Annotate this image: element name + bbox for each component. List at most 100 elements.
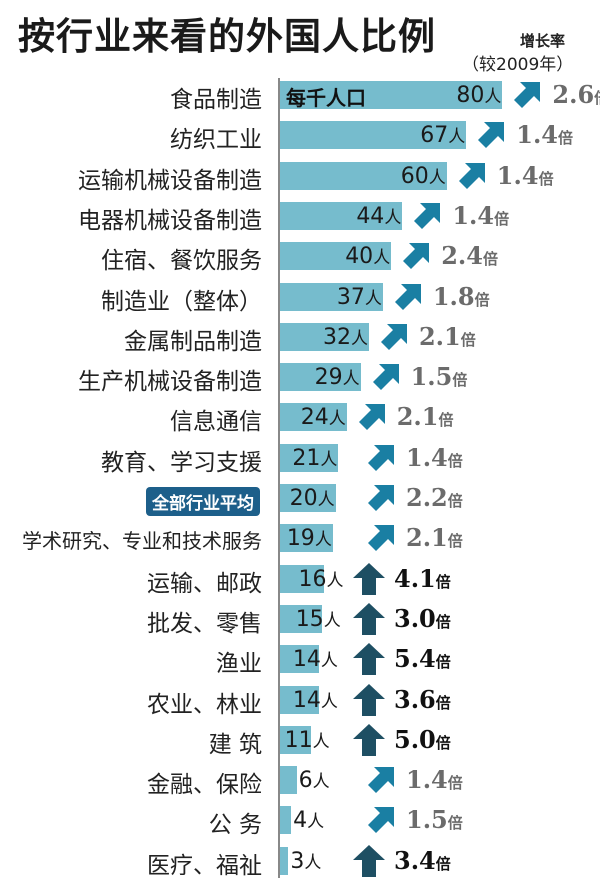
chart-row: 金属制品制造 32人 2.1倍 [0, 318, 600, 358]
growth-rate: 3.4倍 [394, 846, 451, 875]
value-unit: 人 [312, 772, 330, 793]
arrow-up-right-icon [364, 521, 398, 555]
chart-row: 批发、零售 15人 3.0倍 [0, 600, 600, 640]
bar-value: 60人 [401, 163, 446, 189]
bar [280, 604, 322, 633]
bar [280, 161, 447, 190]
category-label: 农业、林业 [147, 691, 262, 718]
bar-value: 21人 [292, 445, 337, 471]
value-unit: 人 [328, 409, 346, 430]
bar [280, 806, 292, 835]
growth-number: 2.1 [406, 523, 448, 553]
growth-rate: 1.4倍 [406, 765, 463, 794]
bar-value: 4人 [293, 807, 324, 833]
chart-row: 运输机械设备制造 60人 1.4倍 [0, 157, 600, 197]
value-number: 32 [322, 324, 351, 350]
value-number: 40 [345, 244, 374, 270]
bar-value: 29人 [315, 364, 360, 390]
bar-value: 15人 [296, 606, 341, 632]
bar [280, 81, 503, 109]
bar [280, 121, 467, 150]
bar [280, 484, 336, 512]
chart-row: 信息通信 24人 2.1倍 [0, 398, 600, 438]
value-number: 20 [289, 486, 318, 511]
arrow-up-right-icon [391, 280, 425, 314]
growth-number: 3.0 [394, 603, 436, 633]
category-label: 医疗、福祉 [147, 852, 262, 879]
growth-unit: 倍 [594, 89, 600, 107]
category-label: 纺织工业 [170, 127, 262, 154]
growth-number: 2.4 [441, 241, 483, 271]
chart-row: 公 务 4人 1.5倍 [0, 801, 600, 841]
bar [280, 846, 289, 875]
growth-number: 1.4 [406, 442, 448, 472]
value-unit: 人 [314, 530, 332, 551]
arrow-up-icon [352, 844, 386, 878]
value-unit: 人 [320, 449, 338, 470]
bar [280, 403, 347, 432]
category-label: 公 务 [208, 812, 262, 839]
growth-rate: 2.1倍 [419, 322, 476, 351]
growth-number: 1.4 [452, 200, 495, 230]
value-unit: 人 [350, 328, 368, 349]
value-unit: 人 [373, 248, 391, 269]
chart-row: 医疗、福祉 3人 3.4倍 [0, 842, 600, 882]
growth-rate: 2.2倍 [406, 483, 463, 512]
bar-value: 11人 [285, 727, 330, 753]
growth-number: 1.4 [496, 160, 539, 190]
growth-number: 3.6 [394, 684, 436, 714]
chart-row: 电器机械设备制造 44人 1.4倍 [0, 197, 600, 237]
category-label: 电器机械设备制造 [78, 207, 262, 234]
chart-row: 学术研究、专业和技术服务 19人 2.1倍 [0, 519, 600, 559]
chart-row: 渔业 14人 5.4倍 [0, 640, 600, 680]
bar-value: 14人 [293, 687, 338, 713]
bar [280, 725, 311, 754]
growth-number: 5.4 [394, 644, 436, 674]
growth-number: 1.5 [410, 362, 453, 392]
value-number: 21 [292, 445, 321, 471]
value-number: 16 [298, 566, 327, 592]
chart-row: 运输、邮政 16人 4.1倍 [0, 560, 600, 600]
growth-number: 2.2 [406, 483, 448, 512]
bar [280, 645, 319, 674]
growth-unit: 倍 [435, 612, 451, 631]
category-label: 金属制品制造 [124, 328, 262, 355]
growth-unit: 倍 [438, 411, 454, 430]
growth-unit: 倍 [435, 733, 451, 752]
growth-rate-header: 增长率 [520, 32, 566, 50]
value-number: 14 [292, 687, 321, 713]
bar [280, 524, 333, 553]
bar [280, 322, 369, 351]
category-axis-line [278, 78, 280, 878]
value-unit: 人 [428, 167, 446, 188]
growth-rate: 2.1倍 [406, 523, 463, 552]
bar [280, 363, 361, 392]
bar [280, 282, 383, 311]
bar-value: 24人 [301, 404, 346, 430]
value-unit: 人 [342, 369, 360, 390]
growth-number: 4.1 [394, 563, 436, 593]
growth-number: 1.4 [406, 765, 448, 795]
category-label: 渔业 [216, 651, 262, 678]
category-label: 教育、学习支援 [101, 449, 262, 476]
growth-unit: 倍 [447, 492, 463, 510]
growth-unit: 倍 [435, 653, 451, 672]
arrow-up-icon [352, 562, 386, 596]
chart-title: 按行业来看的外国人比例 [18, 15, 436, 58]
value-unit: 人 [320, 651, 338, 672]
bar [280, 242, 392, 271]
growth-rate: 5.4倍 [394, 644, 451, 673]
bar [280, 685, 319, 714]
value-number: 11 [284, 727, 313, 753]
arrow-up-right-icon [369, 360, 403, 394]
growth-rate: 4.1倍 [394, 564, 451, 593]
chart-row: 教育、学习支援 21人 1.4倍 [0, 439, 600, 479]
value-number: 15 [295, 606, 324, 632]
chart-row: 建 筑 11人 5.0倍 [0, 721, 600, 761]
growth-rate: 5.0倍 [394, 725, 451, 754]
growth-rate: 3.6倍 [394, 685, 451, 714]
value-number: 80 [456, 83, 485, 108]
bar-value: 19人 [287, 525, 332, 551]
category-label: 信息通信 [170, 409, 262, 436]
